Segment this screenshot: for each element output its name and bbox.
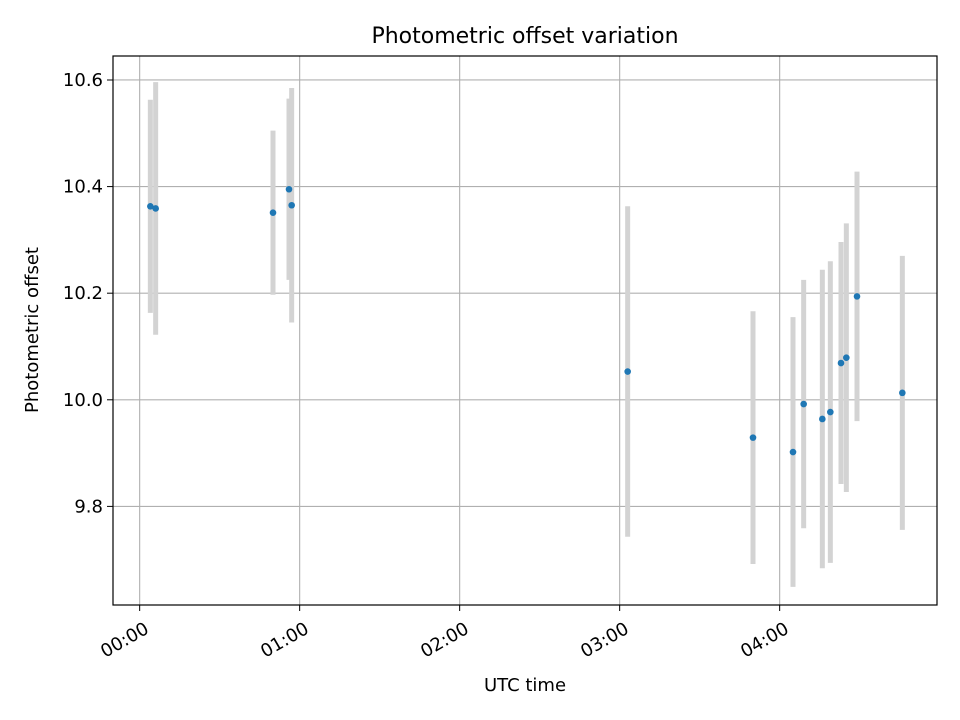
data-points (147, 185, 906, 456)
y-tick-label: 10.0 (63, 390, 103, 411)
data-point (819, 415, 826, 423)
data-point (749, 434, 757, 441)
y-axis-ticks: 9.8 10.0 10.2 10.4 10.6 (63, 70, 113, 517)
data-point (837, 359, 845, 367)
data-point (288, 201, 295, 209)
y-tick-label: 10.4 (63, 177, 103, 198)
data-point (789, 448, 797, 456)
data-point (853, 293, 861, 300)
data-point (843, 354, 850, 361)
data-point (269, 209, 277, 217)
y-tick-label: 10.6 (63, 70, 103, 91)
data-point (147, 203, 154, 210)
data-point (152, 205, 159, 212)
data-point (624, 368, 631, 375)
y-axis-title: Photometric offset (22, 247, 43, 413)
data-point (285, 185, 293, 193)
data-point (800, 400, 807, 408)
plot-frame (112, 55, 938, 606)
chart-title: Photometric offset variation (371, 24, 678, 49)
y-tick-label: 9.8 (74, 496, 103, 517)
data-point (827, 408, 834, 416)
x-axis-title: UTC time (484, 675, 566, 696)
y-tick-label: 10.2 (63, 283, 103, 304)
grid (113, 56, 937, 605)
data-point (899, 389, 906, 397)
